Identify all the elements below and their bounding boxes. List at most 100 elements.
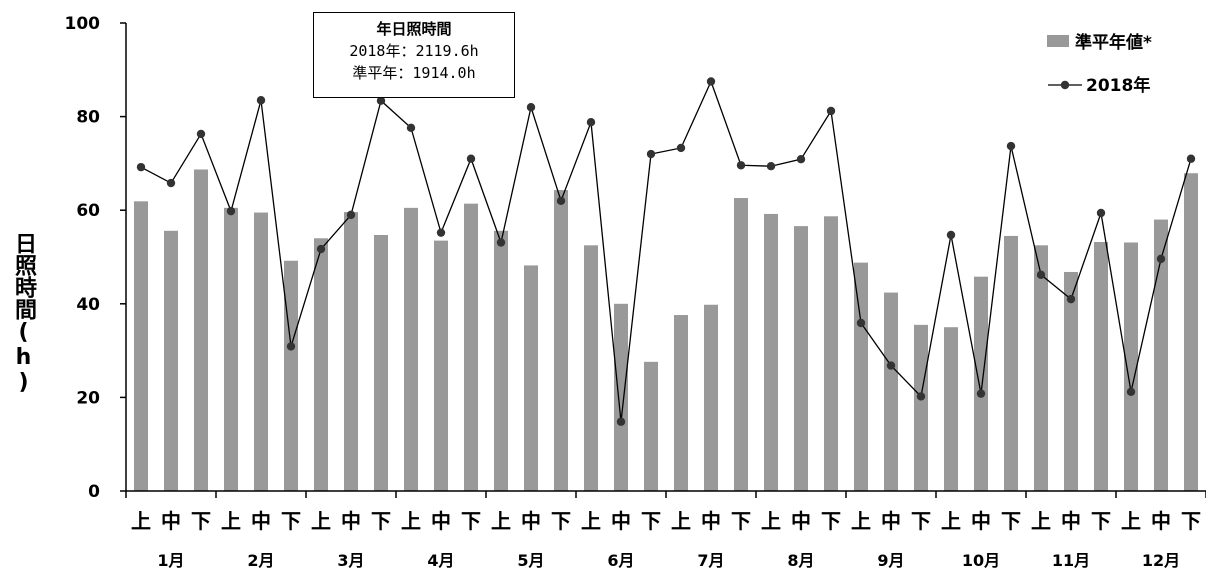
- x-tick-label: 中: [161, 509, 181, 533]
- month-label: 1月: [157, 551, 184, 570]
- x-tick-label: 中: [251, 509, 271, 533]
- x-tick-label: 上: [941, 509, 961, 533]
- bar-normal: [134, 201, 148, 492]
- bar-normal: [764, 213, 778, 491]
- bar-normal: [1064, 271, 1078, 491]
- month-label: 2月: [247, 551, 274, 570]
- bar-normal: [644, 361, 658, 491]
- month-label: 4月: [427, 551, 454, 570]
- line-point-2018: [736, 161, 746, 170]
- bar-normal: [554, 190, 568, 492]
- x-tick-label: 上: [221, 509, 241, 533]
- x-tick-label: 中: [1061, 509, 1081, 533]
- bar-normal: [884, 292, 898, 491]
- bar-normal: [1094, 242, 1108, 491]
- month-label: 12月: [1142, 551, 1180, 570]
- line-2018: [140, 79, 1192, 422]
- line-point-2018: [616, 417, 626, 426]
- x-tick-label: 中: [881, 509, 901, 533]
- bar-normal: [374, 235, 388, 491]
- x-tick-label: 下: [641, 509, 661, 533]
- x-tick-label: 上: [581, 509, 601, 533]
- line-point-2018: [586, 118, 596, 127]
- bar-normal: [314, 238, 328, 491]
- line-point-2018: [826, 106, 836, 116]
- x-tick-label: 中: [611, 509, 631, 533]
- bar-normal: [1154, 219, 1168, 491]
- x-tick-label: 上: [131, 509, 151, 533]
- x-tick-label: 中: [791, 509, 811, 533]
- bar-normal: [734, 198, 748, 492]
- x-tick-label: 上: [491, 509, 511, 533]
- legend-bar-label: 準平年値*: [1075, 32, 1152, 53]
- bar-normal: [794, 226, 808, 491]
- bar-normal: [824, 216, 838, 491]
- bar-normal: [1124, 242, 1138, 491]
- annotation-title: 年日照時間: [376, 20, 452, 38]
- x-tick-label: 上: [851, 509, 871, 533]
- annotation-2018: 2018年：2119.6h: [349, 42, 479, 60]
- x-tick-label: 下: [1001, 509, 1021, 533]
- bar-normal: [854, 262, 868, 491]
- x-tick-label: 下: [461, 509, 481, 533]
- line-point-2018: [946, 230, 956, 240]
- x-tick-label: 中: [971, 509, 991, 533]
- y-tick-label: 60: [76, 201, 100, 221]
- month-label: 9月: [877, 551, 904, 570]
- line-point-2018: [856, 318, 866, 328]
- x-tick-label: 下: [281, 509, 301, 533]
- x-tick-label: 下: [371, 509, 391, 533]
- x-tick-label: 下: [731, 509, 751, 533]
- line-point-2018: [1186, 154, 1196, 163]
- line-point-2018: [1126, 387, 1136, 396]
- y-tick-label: 20: [76, 388, 100, 408]
- x-tick-label: 上: [401, 509, 421, 533]
- y-tick-label: 40: [76, 295, 100, 315]
- bar-normal: [1034, 245, 1048, 491]
- x-tick-label: 中: [341, 509, 361, 533]
- bar-normal: [614, 303, 628, 491]
- x-tick-label: 中: [701, 509, 721, 533]
- y-tick-label: 80: [76, 108, 100, 128]
- bar-normal: [584, 245, 598, 491]
- line-point-2018: [196, 129, 206, 139]
- bar-normal: [674, 315, 688, 491]
- line-point-2018: [286, 342, 296, 351]
- bar-normal: [224, 207, 238, 492]
- bar-normal: [1184, 173, 1198, 491]
- bar-normal: [434, 240, 448, 491]
- line-point-2018: [256, 96, 266, 105]
- line-point-2018: [1156, 254, 1166, 264]
- line-point-2018: [166, 178, 176, 188]
- line-point-2018: [436, 228, 446, 237]
- bar-normal: [284, 260, 298, 491]
- month-label: 3月: [337, 551, 364, 570]
- x-tick-label: 上: [311, 509, 331, 533]
- legend-bar-swatch: [1047, 35, 1069, 47]
- month-label: 7月: [697, 551, 724, 570]
- line-point-2018: [1006, 141, 1016, 151]
- bar-normal: [254, 212, 268, 492]
- line-point-2018: [646, 149, 656, 159]
- line-point-2018: [226, 206, 236, 216]
- y-tick-label: 0: [88, 482, 100, 502]
- month-label: 11月: [1052, 551, 1090, 570]
- line-point-2018: [136, 162, 146, 172]
- line-point-2018: [1066, 294, 1076, 304]
- x-tick-label: 中: [521, 509, 541, 533]
- annotation-normal: 準平年：1914.0h: [352, 64, 476, 82]
- bar-normal: [974, 276, 988, 491]
- x-tick-label: 下: [1091, 509, 1111, 533]
- month-label: 8月: [787, 551, 814, 570]
- x-tick-label: 中: [431, 509, 451, 533]
- month-label: 10月: [962, 551, 1000, 570]
- line-point-2018: [346, 210, 356, 220]
- legend-line-marker: [1060, 80, 1070, 90]
- x-tick-label: 中: [1151, 509, 1171, 533]
- bar-normal: [1004, 235, 1018, 491]
- line-point-2018: [916, 392, 926, 401]
- y-tick-label: 100: [65, 14, 101, 34]
- line-point-2018: [496, 238, 506, 247]
- bar-normal: [494, 230, 508, 492]
- line-point-2018: [316, 244, 326, 254]
